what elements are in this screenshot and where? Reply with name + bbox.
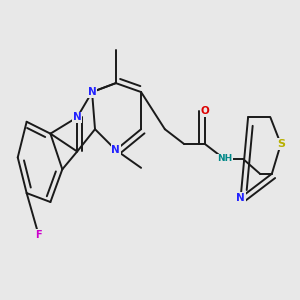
Text: N: N: [111, 145, 120, 155]
Text: N: N: [73, 112, 82, 122]
Text: NH: NH: [217, 154, 232, 164]
Text: N: N: [236, 193, 245, 202]
Text: N: N: [88, 87, 96, 97]
Text: F: F: [35, 230, 42, 240]
Text: O: O: [201, 106, 209, 116]
Text: S: S: [277, 139, 285, 149]
